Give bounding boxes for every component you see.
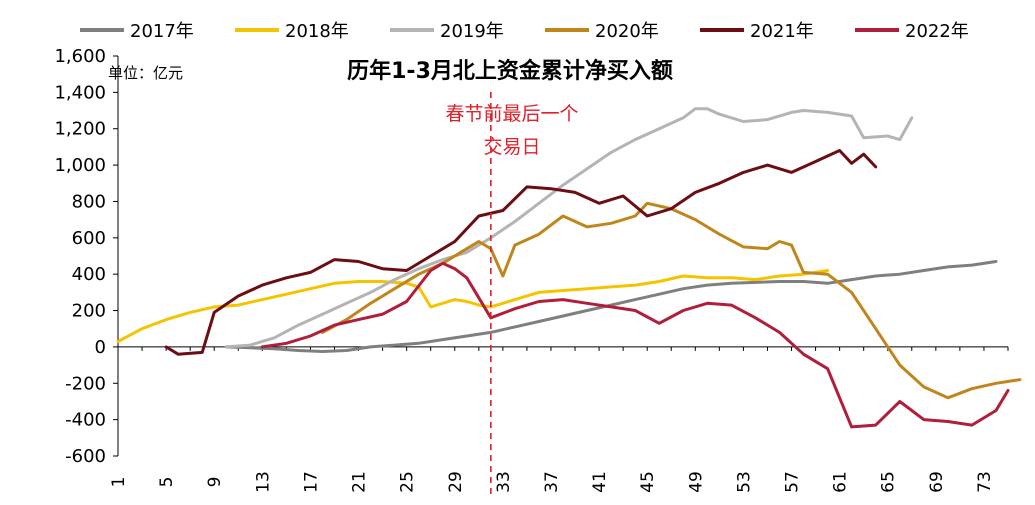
y-tick-label: 400 bbox=[72, 264, 106, 285]
y-tick-label: -400 bbox=[65, 410, 106, 431]
y-tick-label: -200 bbox=[65, 373, 106, 394]
x-tick-label: 5 bbox=[157, 477, 177, 488]
series-line-2017年 bbox=[224, 260, 998, 353]
annotation-text-line2: 交易日 bbox=[483, 136, 540, 158]
legend-label: 2017年 bbox=[130, 21, 194, 42]
y-tick-label: 1,400 bbox=[54, 82, 106, 103]
y-tick-label: 1,200 bbox=[54, 119, 106, 140]
y-tick-label: 200 bbox=[72, 301, 106, 322]
series-line-2018年 bbox=[116, 269, 830, 343]
x-tick-label: 1 bbox=[109, 477, 129, 488]
series-line-2020年 bbox=[321, 201, 1022, 400]
x-tick-label: 41 bbox=[590, 471, 610, 493]
x-tick-label: 33 bbox=[494, 471, 514, 493]
x-tick-label: 13 bbox=[253, 471, 273, 493]
x-tick-label: 29 bbox=[446, 471, 466, 493]
annotation-text-line1: 春节前最后一个 bbox=[445, 103, 578, 125]
x-tick-label: 45 bbox=[638, 471, 658, 493]
x-tick-label: 57 bbox=[783, 471, 803, 493]
x-tick-label: 61 bbox=[831, 471, 851, 493]
y-tick-label: 800 bbox=[72, 191, 106, 212]
y-tick-label: 0 bbox=[95, 337, 106, 358]
series-line-2019年 bbox=[224, 107, 914, 349]
y-tick-label: -600 bbox=[65, 446, 106, 467]
x-tick-label: 9 bbox=[205, 477, 225, 488]
y-tick-label: 1,600 bbox=[54, 46, 106, 67]
legend: 2017年 2018年 2019年 2020年 2021年 2022年 bbox=[80, 21, 969, 42]
x-tick-label: 21 bbox=[350, 471, 370, 493]
legend-label: 2019年 bbox=[440, 21, 504, 42]
x-tick-label: 49 bbox=[686, 471, 706, 493]
annotation-group: 春节前最后一个 交易日 bbox=[445, 92, 579, 496]
legend-label: 2022年 bbox=[905, 21, 969, 42]
x-tick-label: 65 bbox=[879, 471, 899, 493]
legend-label: 2020年 bbox=[595, 21, 659, 42]
x-tick-label: 25 bbox=[398, 471, 418, 493]
x-tick-label: 17 bbox=[301, 471, 321, 493]
x-tick-label: 73 bbox=[975, 471, 995, 493]
unit-label: 单位：亿元 bbox=[108, 64, 183, 82]
legend-label: 2018年 bbox=[285, 21, 349, 42]
y-tick-label: 1,000 bbox=[54, 155, 106, 176]
series-line-2021年 bbox=[164, 149, 878, 356]
series-lines bbox=[116, 107, 1022, 429]
x-tick-label: 53 bbox=[734, 471, 754, 493]
y-tick-label: 600 bbox=[72, 228, 106, 249]
series-line-2022年 bbox=[260, 261, 1010, 429]
chart-title: 历年1-3月北上资金累计净买入额 bbox=[347, 58, 673, 84]
x-tick-label: 69 bbox=[927, 471, 947, 493]
legend-label: 2021年 bbox=[750, 21, 814, 42]
x-tick-label: 37 bbox=[542, 471, 562, 493]
